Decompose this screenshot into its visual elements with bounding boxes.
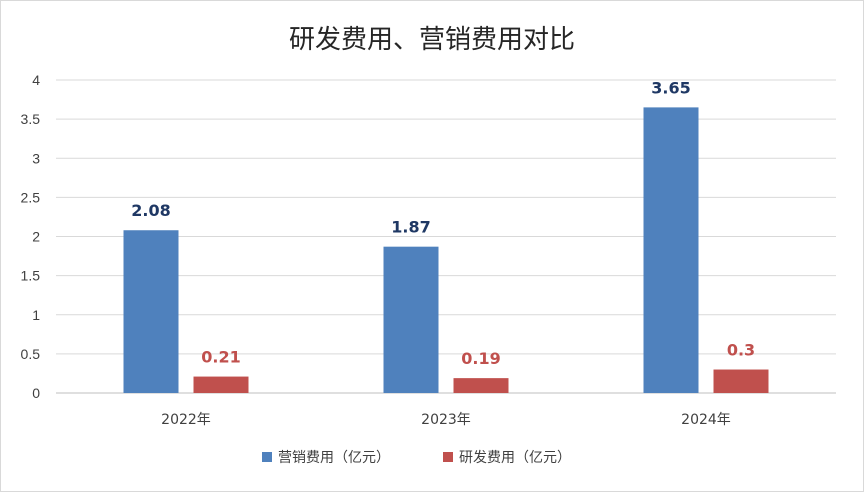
bar-rd xyxy=(453,378,509,393)
y-tick-label: 1 xyxy=(32,307,40,323)
data-label: 2.08 xyxy=(131,201,170,220)
y-tick-label: 3 xyxy=(32,150,40,166)
y-tick-label: 2.5 xyxy=(21,189,41,205)
x-category-label: 2023年 xyxy=(421,412,471,428)
bar-rd xyxy=(713,369,769,393)
legend-swatch xyxy=(262,452,272,462)
x-category-label: 2024年 xyxy=(681,412,731,428)
y-tick-label: 0.5 xyxy=(21,346,41,362)
y-tick-label: 2 xyxy=(32,229,40,245)
bars xyxy=(123,107,769,393)
gridlines xyxy=(56,79,836,394)
legend-label: 研发费用（亿元） xyxy=(459,450,571,466)
legend-label: 营销费用（亿元） xyxy=(278,450,390,466)
data-label: 1.87 xyxy=(391,218,430,237)
x-category-label: 2022年 xyxy=(161,412,211,428)
chart-title: 研发费用、营销费用对比 xyxy=(289,25,575,55)
bar-marketing xyxy=(123,230,179,393)
data-label: 3.65 xyxy=(651,78,690,97)
y-tick-label: 4 xyxy=(32,72,40,88)
data-label: 0.19 xyxy=(461,349,500,368)
bar-rd xyxy=(193,376,249,393)
x-axis-labels: 2022年 2023年 2024年 xyxy=(161,412,731,428)
y-tick-label: 0 xyxy=(32,385,40,401)
y-tick-label: 3.5 xyxy=(21,111,41,127)
y-axis-ticks: 0 0.5 1 1.5 2 2.5 3 3.5 4 xyxy=(21,72,41,401)
data-label: 0.3 xyxy=(727,341,755,360)
data-labels: 2.08 0.21 1.87 0.19 3.65 0.3 xyxy=(131,78,755,368)
legend-swatch xyxy=(443,452,453,462)
y-tick-label: 1.5 xyxy=(21,268,41,284)
legend: 营销费用（亿元） 研发费用（亿元） xyxy=(262,450,571,466)
bar-marketing xyxy=(643,107,699,393)
bar-marketing xyxy=(383,246,439,393)
data-label: 0.21 xyxy=(201,348,240,367)
